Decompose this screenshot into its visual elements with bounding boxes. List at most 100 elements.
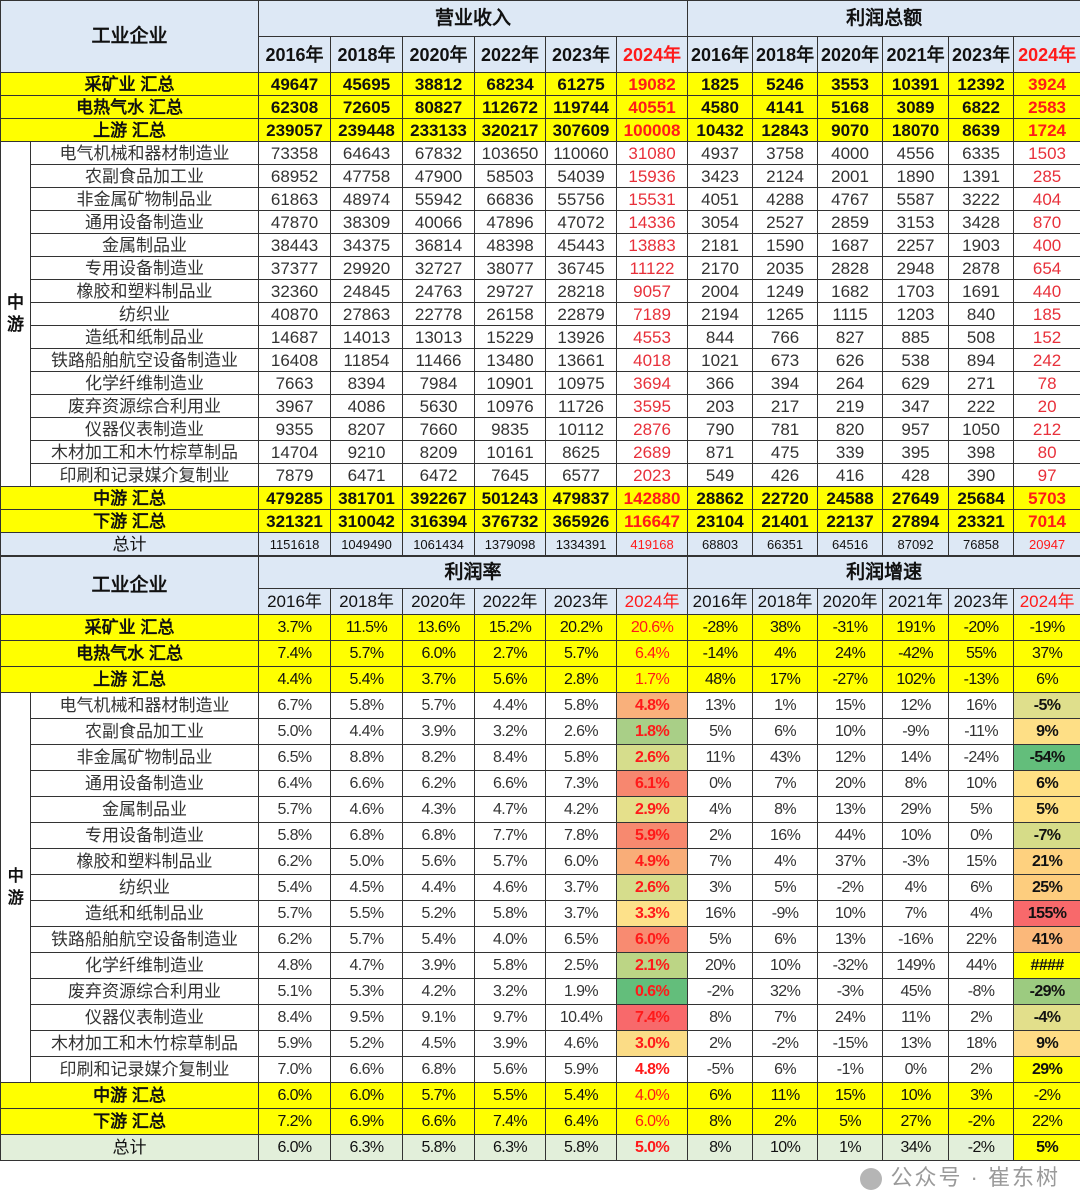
- data-cell: 14704: [259, 441, 331, 464]
- year-header: 2023年: [546, 589, 617, 615]
- data-cell: 26158: [475, 303, 546, 326]
- data-cell: 1203: [883, 303, 949, 326]
- data-cell: 440: [1014, 280, 1080, 303]
- data-cell: 7%: [753, 1005, 818, 1031]
- data-cell: 5.8%: [475, 953, 546, 979]
- data-cell: 25684: [949, 487, 1014, 510]
- data-cell: 6.4%: [259, 771, 331, 797]
- data-cell: 6%: [753, 719, 818, 745]
- data-cell: 6%: [753, 927, 818, 953]
- row-label: 化学纤维制造业: [31, 953, 259, 979]
- data-cell: 840: [949, 303, 1014, 326]
- data-cell: 217: [753, 395, 818, 418]
- data-cell: 4%: [753, 641, 818, 667]
- data-cell: 18%: [949, 1031, 1014, 1057]
- data-cell: 47896: [475, 211, 546, 234]
- data-cell: 4%: [883, 875, 949, 901]
- data-cell: 10%: [949, 771, 1014, 797]
- data-cell: 1.9%: [546, 979, 617, 1005]
- row-label: 化学纤维制造业: [31, 372, 259, 395]
- row-label: 电热气水 汇总: [1, 96, 259, 119]
- data-cell: 4.5%: [331, 875, 403, 901]
- data-cell: 381701: [331, 487, 403, 510]
- group-header: 利润率: [259, 557, 688, 589]
- data-cell: -5%: [688, 1057, 753, 1083]
- year-header: 2018年: [753, 37, 818, 73]
- data-cell: 7%: [753, 771, 818, 797]
- data-cell: 1503: [1014, 142, 1080, 165]
- data-cell: 626: [818, 349, 883, 372]
- data-cell: 2124: [753, 165, 818, 188]
- data-cell: 152: [1014, 326, 1080, 349]
- data-cell: 6822: [949, 96, 1014, 119]
- group-label-text: 中游: [1, 866, 30, 910]
- data-cell: 80827: [403, 96, 475, 119]
- data-cell: 185: [1014, 303, 1080, 326]
- group-label-midstream: 中游: [1, 693, 31, 1083]
- data-cell: 5.8%: [546, 693, 617, 719]
- data-cell: 1%: [818, 1135, 883, 1161]
- data-cell: 428: [883, 464, 949, 487]
- data-cell: 12%: [883, 693, 949, 719]
- data-cell: 15%: [949, 849, 1014, 875]
- data-cell: 5.4%: [331, 667, 403, 693]
- data-cell: 8.2%: [403, 745, 475, 771]
- data-cell: 4.8%: [617, 693, 688, 719]
- year-header: 2023年: [949, 37, 1014, 73]
- row-label: 下游 汇总: [1, 510, 259, 533]
- data-cell: 6335: [949, 142, 1014, 165]
- data-cell: 7.2%: [259, 1109, 331, 1135]
- data-cell: 885: [883, 326, 949, 349]
- data-cell: 27894: [883, 510, 949, 533]
- data-cell: 2%: [949, 1057, 1014, 1083]
- data-cell: 15936: [617, 165, 688, 188]
- data-cell: 2948: [883, 257, 949, 280]
- data-cell: 37%: [1014, 641, 1080, 667]
- data-cell: 8%: [688, 1005, 753, 1031]
- data-cell: 4.9%: [617, 849, 688, 875]
- data-cell: 28218: [546, 280, 617, 303]
- data-cell: 2.6%: [617, 745, 688, 771]
- data-cell: 3.7%: [259, 615, 331, 641]
- data-cell: 4.4%: [331, 719, 403, 745]
- data-cell: -27%: [818, 667, 883, 693]
- data-cell: 45695: [331, 73, 403, 96]
- data-cell: 2.1%: [617, 953, 688, 979]
- data-cell: 40066: [403, 211, 475, 234]
- data-cell: 6.4%: [546, 1109, 617, 1135]
- data-cell: 219: [818, 395, 883, 418]
- data-cell: 10901: [475, 372, 546, 395]
- data-cell: 15%: [818, 693, 883, 719]
- data-cell: 3.7%: [546, 901, 617, 927]
- data-cell: 0%: [949, 823, 1014, 849]
- data-cell: 17%: [753, 667, 818, 693]
- data-cell: 37%: [818, 849, 883, 875]
- data-cell: -11%: [949, 719, 1014, 745]
- data-cell: 264: [818, 372, 883, 395]
- year-header: 2020年: [403, 37, 475, 73]
- data-cell: 5.7%: [403, 693, 475, 719]
- data-cell: 6.1%: [617, 771, 688, 797]
- data-cell: 6.5%: [546, 927, 617, 953]
- data-cell: 14%: [883, 745, 949, 771]
- data-cell: -42%: [883, 641, 949, 667]
- data-cell: 7.8%: [546, 823, 617, 849]
- data-cell: 9%: [1014, 1031, 1080, 1057]
- data-cell: 11%: [883, 1005, 949, 1031]
- group-label-midstream: 中游: [1, 142, 31, 487]
- data-cell: 36745: [546, 257, 617, 280]
- data-cell: 320217: [475, 119, 546, 142]
- group-header: 利润总额: [688, 1, 1080, 37]
- data-cell: 5.1%: [259, 979, 331, 1005]
- data-cell: 22137: [818, 510, 883, 533]
- data-cell: 4051: [688, 188, 753, 211]
- row-label: 非金属矿物制品业: [31, 745, 259, 771]
- data-cell: 45443: [546, 234, 617, 257]
- data-cell: 9.1%: [403, 1005, 475, 1031]
- data-cell: 1890: [883, 165, 949, 188]
